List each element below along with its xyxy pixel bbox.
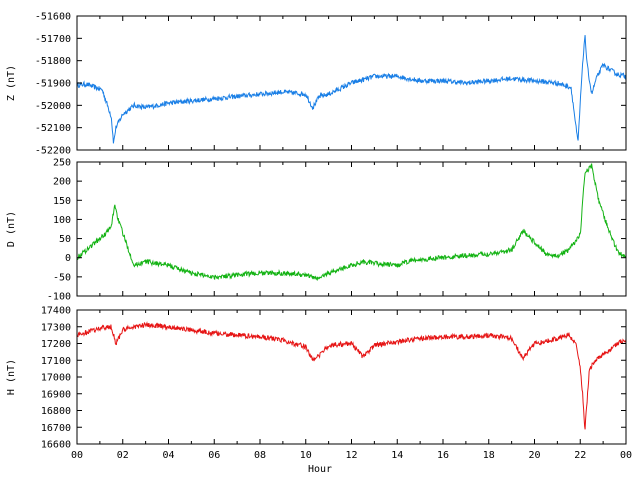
y-tick-label: -51700 — [35, 34, 71, 45]
y-tick-label: -50 — [53, 272, 71, 283]
y-tick-label: 16700 — [41, 423, 71, 434]
panel-z: -52200 -52100 -52000 -51900 -51800 -51700 -516… — [6, 12, 627, 157]
x-tick-label: 10 — [300, 450, 312, 461]
x-tick-label: 18 — [483, 450, 495, 461]
y-tick-label: 0 — [65, 253, 71, 264]
panels-group: -52200 -52100 -52000 -51900 -51800 -51700 -516… — [6, 12, 632, 462]
y-tick-label: 50 — [59, 234, 71, 245]
x-tick-label: 12 — [345, 450, 357, 461]
y-tick-label: 200 — [53, 177, 71, 188]
panel-d: -100 -50 0 50 100 150 200 250 D (nT) — [6, 158, 627, 303]
x-tick-label: 00 — [620, 450, 632, 461]
y-tick-label: -51800 — [35, 56, 71, 67]
y-tick-label: 17000 — [41, 373, 71, 384]
y-tick-label: 17200 — [41, 339, 71, 350]
y-tick-label: 100 — [53, 215, 71, 226]
y-tick-label: -100 — [47, 292, 71, 303]
x-tick-label: 14 — [391, 450, 403, 461]
y-tick-label: -52000 — [35, 101, 71, 112]
x-tick-label: 00 — [71, 450, 83, 461]
y-tick-label: 17400 — [41, 306, 71, 317]
x-tick-label: 08 — [254, 450, 266, 461]
x-tick-label: 16 — [437, 450, 449, 461]
series-line-z — [76, 35, 627, 144]
y-tick-label: 17300 — [41, 322, 71, 333]
y-tick-label: 150 — [53, 196, 71, 207]
y-tick-label: 16900 — [41, 389, 71, 400]
x-tick-label: 02 — [117, 450, 129, 461]
series-line-h — [76, 321, 627, 430]
x-tick-label: 06 — [208, 450, 220, 461]
y-axis-title: H (nT) — [6, 359, 17, 395]
y-tick-label: -52200 — [35, 146, 71, 157]
y-tick-label: 17100 — [41, 356, 71, 367]
y-tick-label: 250 — [53, 158, 71, 169]
y-tick-label: 16800 — [41, 406, 71, 417]
y-axis-title: Z (nT) — [6, 65, 17, 101]
x-tick-label: 04 — [162, 450, 174, 461]
y-axis-title: D (nT) — [6, 211, 17, 247]
x-axis-title: Hour — [308, 464, 332, 475]
x-tick-label: 20 — [528, 450, 540, 461]
y-tick-label: -52100 — [35, 123, 71, 134]
y-tick-label: -51900 — [35, 79, 71, 90]
series-line-d — [76, 163, 627, 282]
panel-h: 16600 16700 16800 16900 17000 17100 17200 17300… — [6, 306, 627, 451]
x-tick-label: 22 — [574, 450, 586, 461]
y-tick-label: 16600 — [41, 440, 71, 451]
y-tick-label: -51600 — [35, 12, 71, 23]
